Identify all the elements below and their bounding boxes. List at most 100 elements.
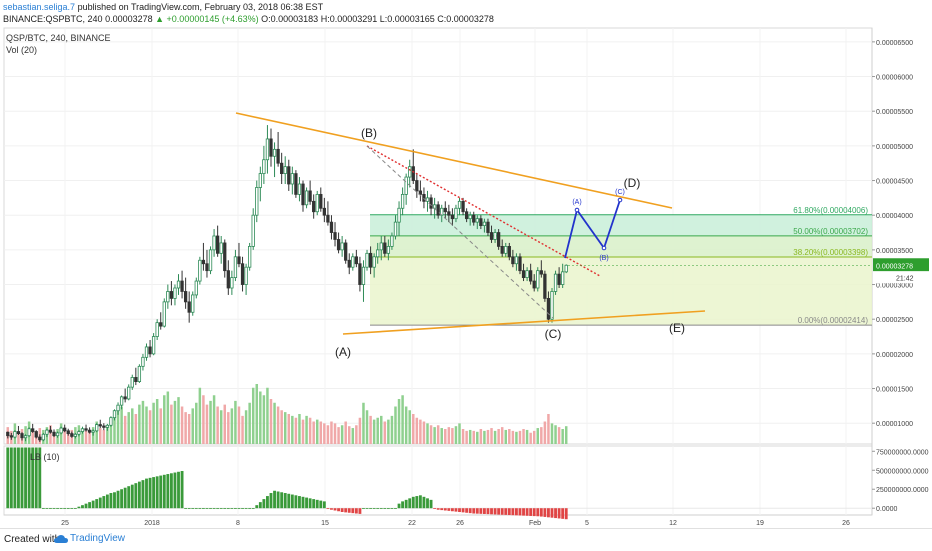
oscillator-bar [347, 508, 351, 513]
candle-body [201, 259, 206, 265]
oscillator-bar [475, 508, 479, 514]
candle-body [9, 435, 13, 438]
candle-body [493, 232, 497, 240]
volume-bar [49, 425, 52, 444]
volume-bar [333, 423, 337, 444]
volume-bar [67, 432, 70, 444]
volume-bar [305, 415, 308, 444]
volume-bar [380, 415, 383, 444]
oscillator-bar [84, 503, 88, 509]
oscillator-bar [152, 477, 156, 509]
oscillator-bar [276, 491, 280, 509]
oscillator-bar [344, 508, 348, 513]
oscillator-bar [550, 508, 554, 518]
candle-body [166, 291, 170, 303]
oscillator-bar [70, 508, 74, 510]
oscillator-bar [408, 498, 412, 509]
candle-body [500, 245, 504, 254]
oscillator-bar [127, 486, 131, 509]
candle-body [73, 433, 78, 437]
volume-bar [152, 402, 155, 444]
volume-bar [291, 415, 294, 444]
candle-body [532, 280, 536, 289]
oscillator-bar [522, 508, 525, 516]
oscillator-bar [497, 508, 501, 515]
oscillator-bar [490, 508, 493, 515]
volume-bar [227, 412, 230, 444]
volume-bar [390, 415, 394, 444]
oscillator-bar [507, 508, 511, 516]
volume-bar [276, 406, 280, 444]
oscillator-bar [226, 508, 230, 510]
volume-bar [159, 408, 162, 444]
symbol-label: QSP/BTC, 240, BINANCE [6, 33, 111, 43]
volume-bar [52, 431, 56, 444]
volume-bar [230, 408, 234, 444]
time-tick-label: 15 [321, 520, 329, 527]
candle-body [336, 239, 341, 251]
candle-body [358, 263, 362, 285]
candle-body [6, 431, 10, 437]
oscillator-bar [319, 500, 323, 509]
oscillator-pane-frame [3, 445, 873, 516]
candle-body [251, 214, 255, 247]
candle-body [205, 263, 209, 272]
candle-body [262, 159, 266, 175]
fib-level-label: 61.80%(0.00004006) [793, 206, 868, 215]
resistance-dotted-line [366, 145, 601, 277]
osc-tick-label: 500000000.0000 [876, 468, 929, 475]
oscillator-bar [66, 508, 70, 510]
volume-bar [163, 395, 166, 444]
volume-bar [532, 430, 536, 444]
oscillator-bar [305, 497, 308, 509]
fib-level-label: 0.00%(0.00002414) [798, 316, 869, 325]
volume-bar [63, 430, 66, 444]
time-tick-label: 22 [408, 520, 416, 527]
oscillator-bar [258, 502, 262, 509]
oscillator-bar [248, 508, 252, 510]
countdown-text: 21:42 [896, 275, 914, 282]
candle-body [372, 256, 376, 268]
chart-canvas[interactable]: 0.000065000.000060000.000055000.00005000… [0, 0, 932, 528]
volume-bar [301, 419, 305, 444]
candle-body [454, 207, 458, 220]
oscillator-bar [283, 493, 287, 509]
candle-body [443, 207, 447, 213]
author-link[interactable]: sebastian.seliga.7 [3, 2, 76, 12]
volume-bar [550, 423, 554, 444]
oscillator-bar [173, 472, 177, 509]
volume-bar [447, 427, 451, 444]
volume-bar [241, 415, 244, 444]
candle-body [187, 301, 191, 313]
oscillator-bar [194, 508, 198, 510]
oscillator-bar [386, 508, 390, 510]
candle-body [422, 193, 426, 202]
oscillator-bar [354, 508, 358, 514]
volume-bar [209, 400, 212, 444]
oscillator-bar [440, 508, 444, 511]
oscillator-bar [244, 508, 248, 510]
volume-bar [369, 415, 372, 444]
oscillator-bar [362, 508, 365, 510]
oscillator-bar [187, 508, 191, 510]
candle-body [461, 200, 465, 213]
candle-body [344, 242, 348, 261]
candle-body [479, 218, 483, 227]
oscillator-bar [137, 481, 141, 509]
osc-tick-label: 250000000.0000 [876, 487, 929, 494]
oscillator-label: LB (10) [30, 452, 60, 462]
oscillator-bar [308, 498, 312, 509]
oscillator-bar [95, 499, 99, 509]
candle-body [319, 193, 323, 209]
oscillator-bar [59, 508, 63, 510]
volume-bar [536, 428, 540, 444]
candle-body [169, 291, 174, 299]
oscillator-bar [116, 490, 120, 509]
oscillator-bar [383, 508, 387, 510]
time-tick-label: 26 [456, 520, 464, 527]
candle-body [404, 176, 408, 195]
volume-bar [315, 419, 319, 444]
tradingview-brand[interactable]: TradingView [70, 533, 126, 544]
volume-bar [383, 421, 387, 444]
volume-bar [81, 429, 84, 444]
